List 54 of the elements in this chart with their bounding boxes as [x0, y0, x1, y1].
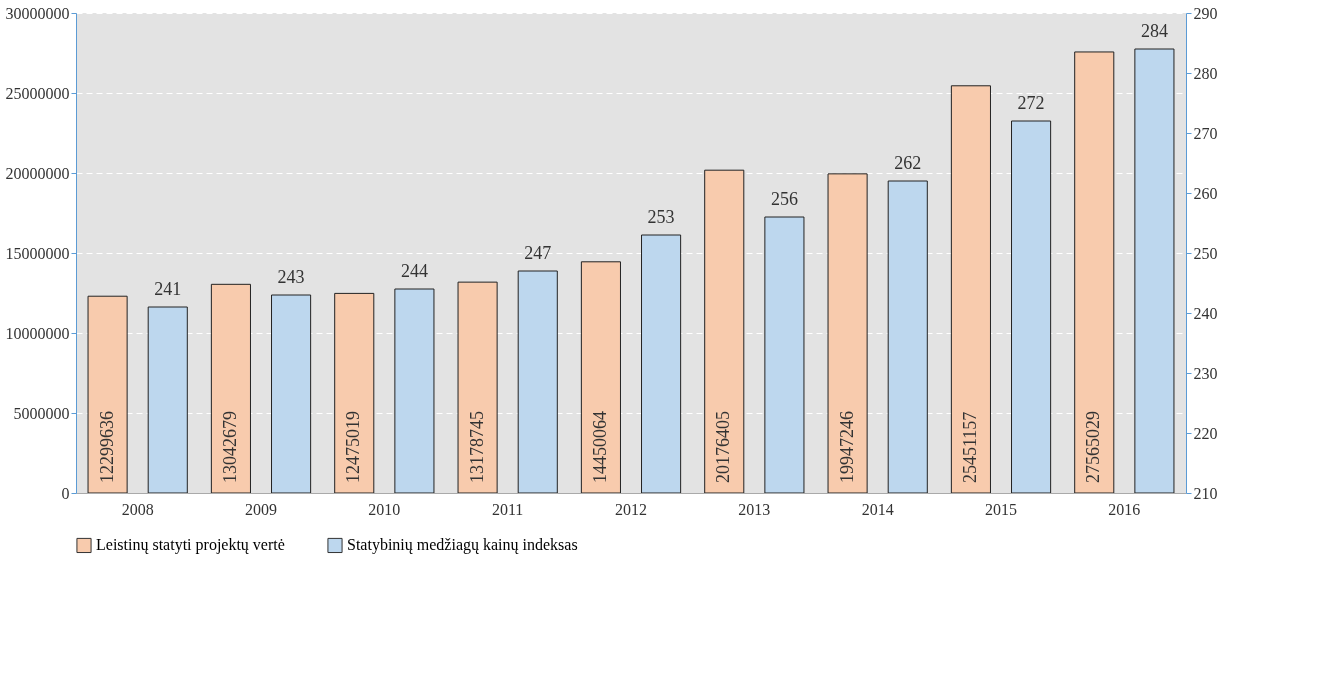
- x-tick-label: 2008: [121, 500, 154, 518]
- data-label: 284: [1140, 21, 1168, 41]
- data-label: 241: [154, 279, 182, 299]
- y-tick-label: 15000000: [5, 244, 70, 262]
- y-tick-label: 10000000: [5, 324, 70, 342]
- bar: [1074, 51, 1115, 493]
- data-label: 12299636: [96, 411, 117, 483]
- bar: [827, 173, 868, 493]
- bar: [457, 281, 498, 493]
- y-tick-label: 25000000: [5, 84, 70, 102]
- legend-label: Statybinių medžiagų kainų indeksas: [347, 536, 578, 555]
- data-label: 19947246: [836, 411, 857, 483]
- y-tick-label: 5000000: [13, 404, 70, 422]
- y2-tick-label: 230: [1193, 364, 1218, 382]
- bar: [210, 283, 251, 493]
- y2-tick-label: 280: [1193, 64, 1218, 82]
- data-label: 14450064: [589, 411, 610, 483]
- x-tick-label: 2013: [738, 500, 771, 518]
- x-tick-label: 2012: [615, 500, 647, 518]
- bar: [950, 85, 991, 493]
- y2-tick-label: 240: [1193, 304, 1218, 322]
- data-label: 253: [647, 207, 675, 227]
- data-label: 272: [1017, 93, 1045, 113]
- y2-tick-label: 290: [1193, 4, 1218, 22]
- data-label: 247: [524, 243, 552, 263]
- data-label: 20176405: [713, 411, 734, 483]
- data-label: 262: [894, 153, 922, 173]
- y-tick-label: 20000000: [5, 164, 70, 182]
- data-label: 27565029: [1083, 411, 1104, 483]
- x-tick-label: 2015: [985, 500, 1017, 518]
- legend-label: Leistinų statyti projektų vertė: [96, 536, 285, 555]
- y-tick-label: 30000000: [5, 4, 70, 22]
- data-label: 13178745: [466, 411, 487, 483]
- y2-tick-label: 210: [1193, 484, 1218, 502]
- data-label: 243: [277, 267, 305, 287]
- y2-tick-label: 260: [1193, 184, 1218, 202]
- bar: [334, 292, 375, 493]
- bar: [87, 295, 128, 493]
- y2-tick-label: 270: [1193, 124, 1218, 142]
- x-tick-label: 2011: [491, 500, 524, 518]
- x-tick-label: 2009: [245, 500, 277, 518]
- x-tick-label: 2014: [861, 500, 894, 518]
- bar: [704, 169, 745, 493]
- data-label: 244: [400, 261, 428, 281]
- x-tick-label: 2010: [368, 500, 401, 518]
- y2-tick-label: 250: [1193, 244, 1218, 262]
- data-label: 12475019: [343, 411, 364, 483]
- y2-tick-label: 220: [1193, 424, 1218, 442]
- y-tick-label: 0: [61, 484, 70, 502]
- x-tick-label: 2016: [1108, 500, 1141, 518]
- data-label: 25451157: [959, 411, 980, 483]
- data-label: 13042679: [219, 411, 240, 483]
- data-label: 256: [770, 189, 798, 209]
- bar: [580, 261, 621, 493]
